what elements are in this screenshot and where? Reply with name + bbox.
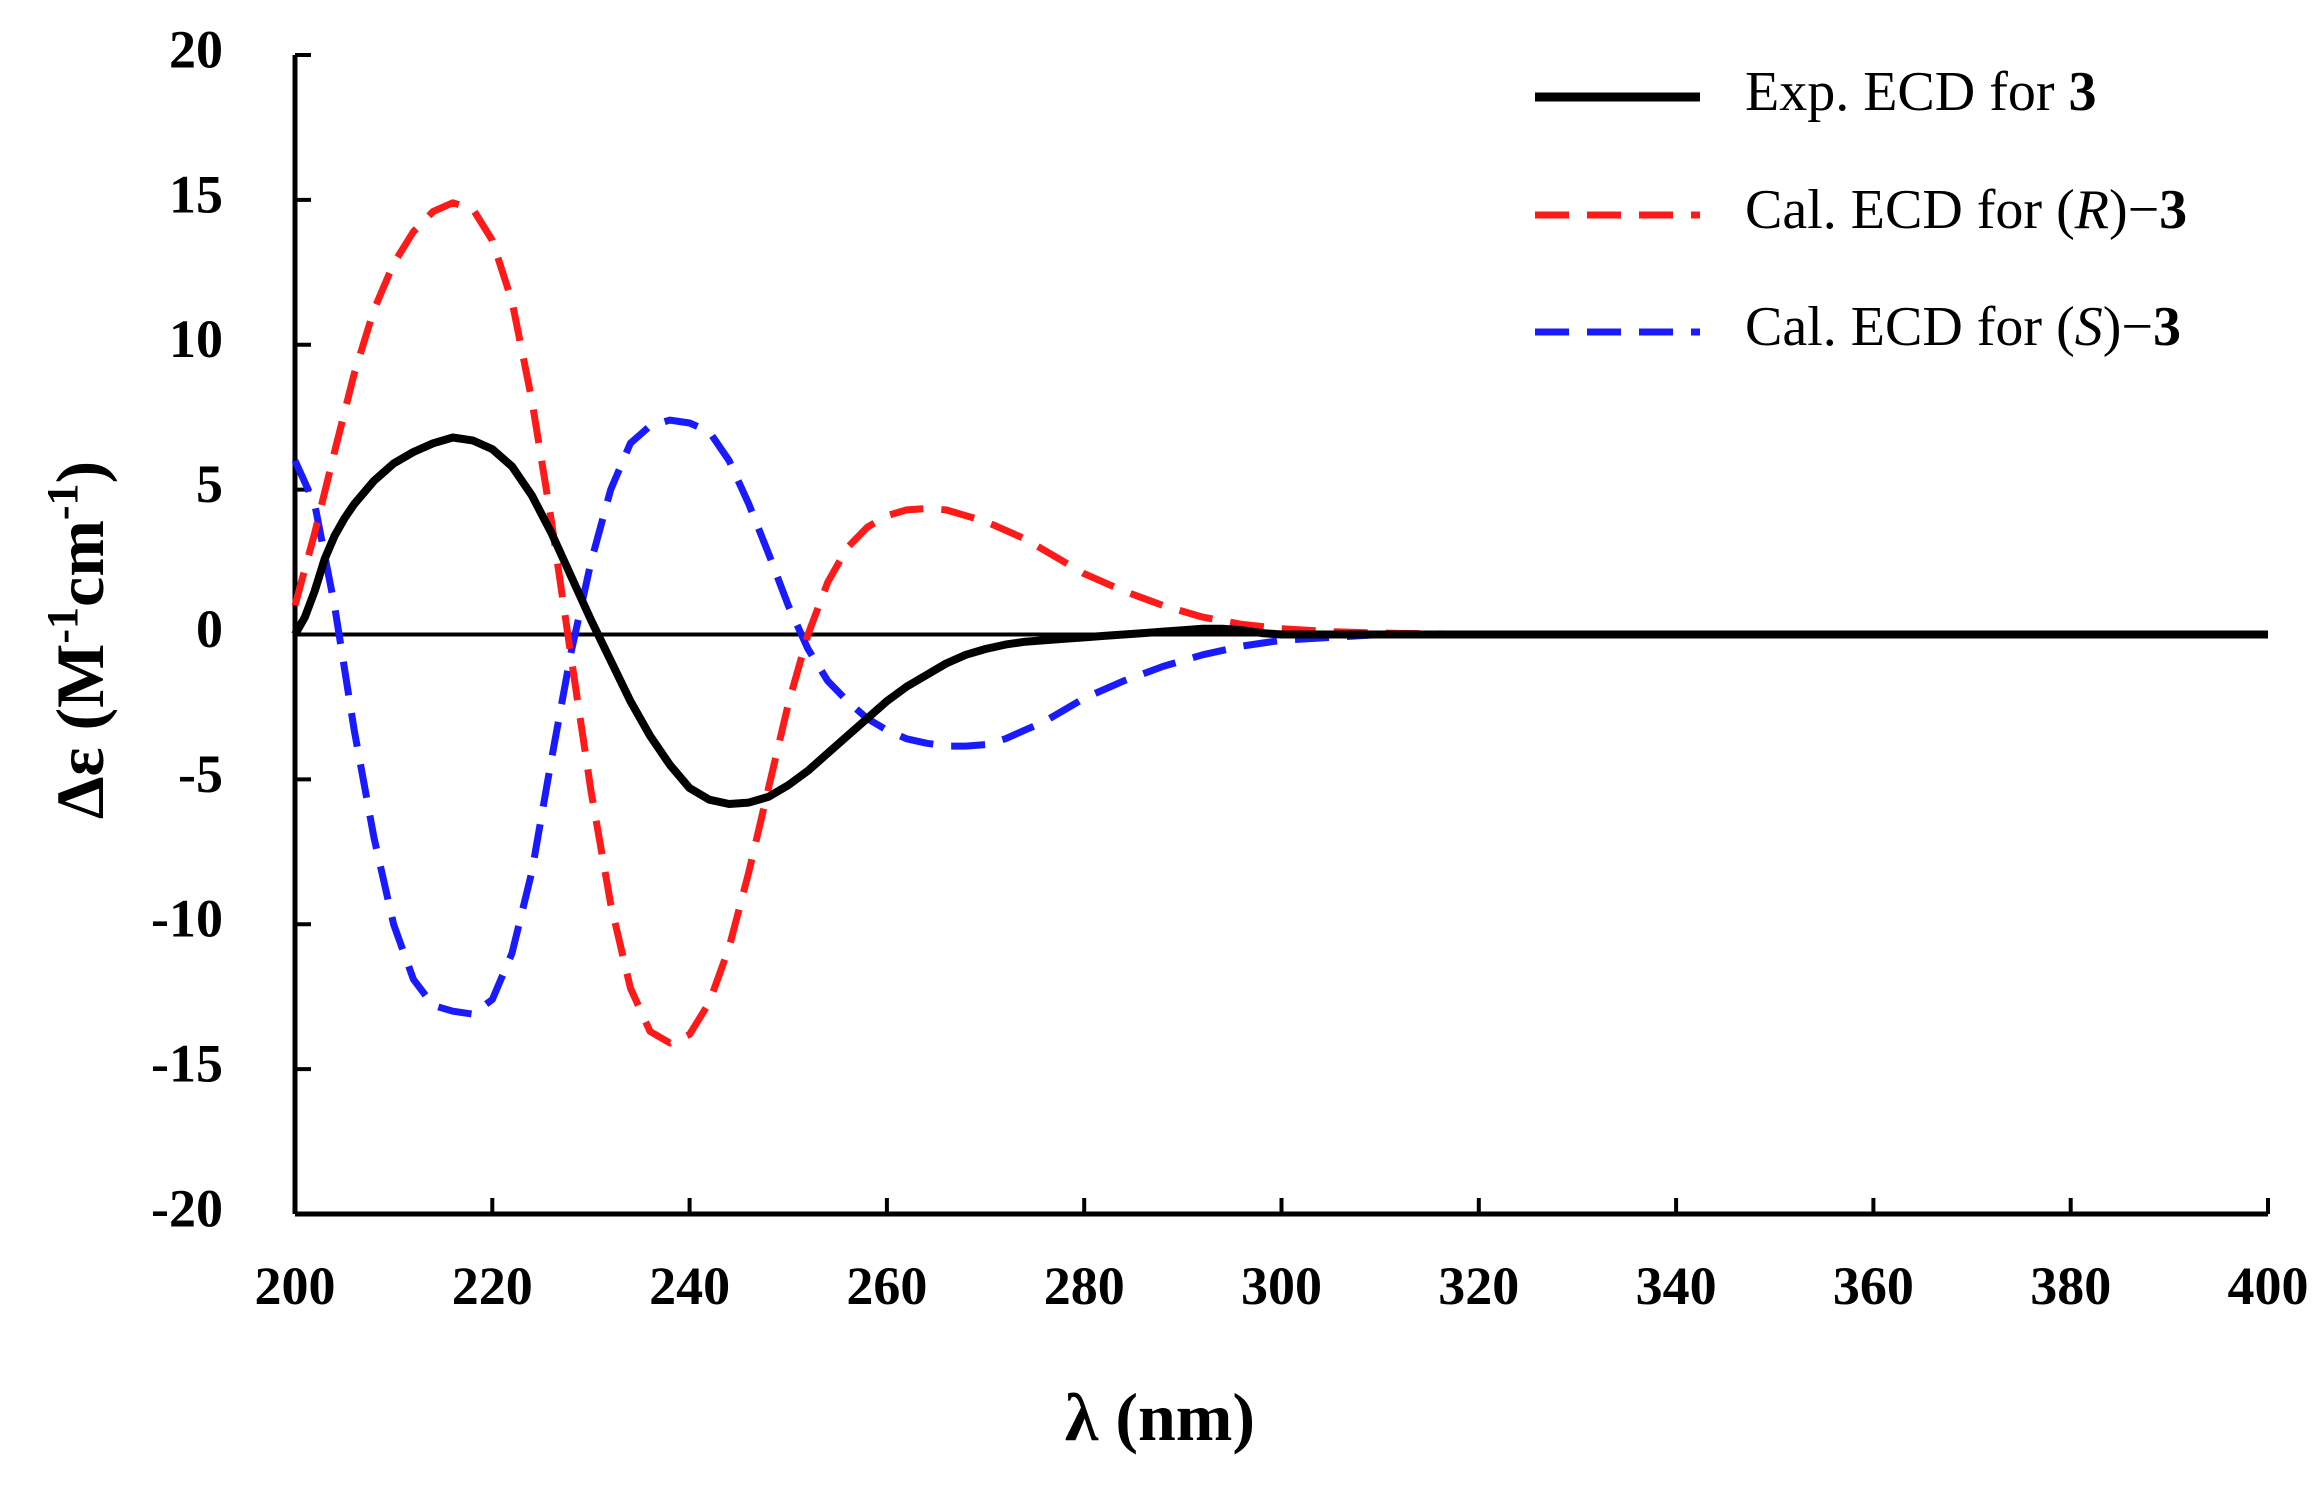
x-tick-label: 240 bbox=[649, 1256, 730, 1316]
y-tick-label: 0 bbox=[196, 599, 223, 659]
y-tick-label: -20 bbox=[151, 1178, 223, 1238]
x-tick-label: 220 bbox=[452, 1256, 533, 1316]
y-tick-label: 15 bbox=[169, 164, 223, 224]
legend-label-s: Cal. ECD for (S)−3 bbox=[1745, 296, 2181, 358]
x-tick-label: 380 bbox=[2030, 1256, 2111, 1316]
series-layer bbox=[291, 199, 2268, 1047]
y-tick-label: 10 bbox=[169, 309, 223, 369]
x-tick-label: 360 bbox=[1833, 1256, 1914, 1316]
series-line-cal-s bbox=[291, 416, 2268, 1018]
y-tick-label: 20 bbox=[169, 19, 223, 79]
series-line-exp bbox=[291, 433, 2268, 808]
y-tick-label: 5 bbox=[196, 454, 223, 514]
legend: Exp. ECD for 3 Cal. ECD for (R)−3 Cal. E… bbox=[1535, 61, 2187, 358]
x-tick-label: 260 bbox=[846, 1256, 927, 1316]
x-tick-label: 280 bbox=[1044, 1256, 1125, 1316]
legend-label-exp: Exp. ECD for 3 bbox=[1745, 61, 2097, 123]
x-tick-label: 320 bbox=[1438, 1256, 1519, 1316]
y-ticks: 20 15 10 5 0 -5 -10 -15 -20 bbox=[151, 19, 311, 1238]
series-line-cal-r bbox=[291, 199, 2268, 1047]
x-axis-title: λ (nm) bbox=[1065, 1379, 1255, 1455]
x-tick-label: 340 bbox=[1636, 1256, 1717, 1316]
y-tick-label: -15 bbox=[151, 1034, 223, 1094]
x-tick-label: 400 bbox=[2228, 1256, 2309, 1316]
y-axis-title: Δε (M-1cm-1) bbox=[38, 461, 118, 819]
x-tick-label: 200 bbox=[255, 1256, 336, 1316]
x-tick-label: 300 bbox=[1241, 1256, 1322, 1316]
y-tick-label: -10 bbox=[151, 889, 223, 949]
y-tick-label: -5 bbox=[178, 744, 223, 804]
legend-label-r: Cal. ECD for (R)−3 bbox=[1745, 179, 2187, 241]
x-ticks: 200 220 240 260 280 300 320 340 360 380 400 bbox=[255, 1198, 2309, 1316]
